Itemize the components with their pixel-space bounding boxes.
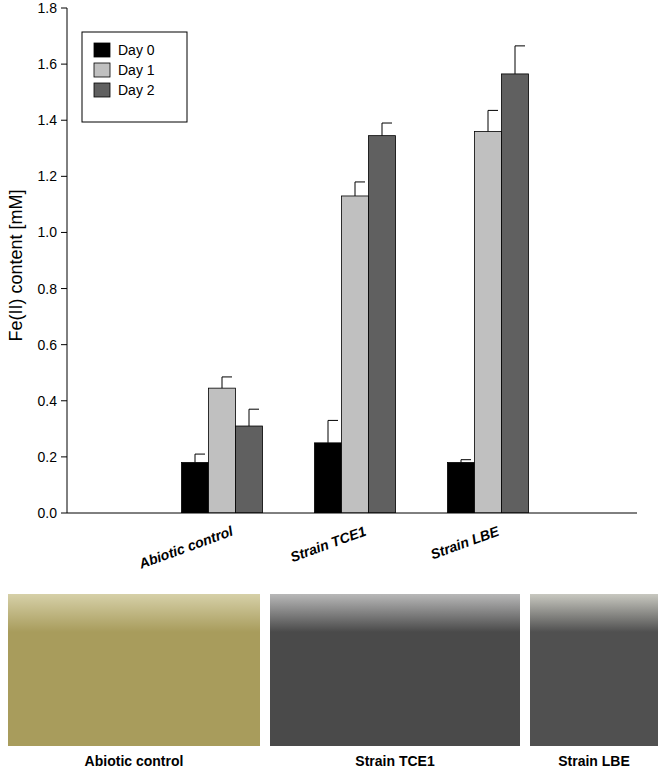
error-bar (355, 182, 365, 196)
photo (530, 594, 658, 746)
error-bar (461, 460, 471, 463)
error-bar (249, 409, 259, 426)
bar (182, 463, 209, 514)
y-tick-label: 0.6 (38, 337, 58, 353)
error-bar (488, 110, 498, 131)
legend-swatch (94, 43, 110, 57)
legend: Day 0 Day 1 Day 2 (82, 32, 187, 122)
x-axis (67, 513, 637, 514)
photo (8, 594, 260, 746)
y-tick (61, 456, 67, 457)
legend-label: Day 0 (118, 42, 155, 58)
y-tick (61, 232, 67, 233)
legend-label: Day 2 (118, 82, 155, 98)
y-tick-label: 1.6 (38, 56, 58, 72)
y-tick-label: 0.8 (38, 281, 58, 297)
legend-swatch (94, 63, 110, 77)
y-tick (61, 8, 67, 9)
y-tick-label: 1.2 (38, 168, 58, 184)
photo-label: Abiotic control (85, 753, 184, 769)
bar (475, 131, 502, 513)
error-bar (382, 123, 392, 136)
y-tick (61, 176, 67, 177)
bar (342, 196, 369, 513)
y-axis (67, 8, 68, 513)
x-tick-label: Strain LBE (428, 523, 501, 563)
y-tick (61, 400, 67, 401)
bar (369, 136, 396, 513)
bar (315, 443, 342, 513)
error-bar (222, 377, 232, 388)
figure: 0.0 0.2 0.4 0.6 0.8 1.0 1.2 1.4 1.6 1.8 Fe(II) con… (0, 0, 666, 771)
y-axis-label: Fe(II) content [mM] (6, 189, 26, 341)
y-tick (61, 64, 67, 65)
photo (270, 594, 520, 746)
x-tick-label: Strain TCE1 (288, 523, 368, 565)
y-tick-label: 1.4 (38, 112, 58, 128)
error-bars (195, 46, 525, 463)
y-tick (61, 288, 67, 289)
y-tick-label: 0.4 (38, 393, 58, 409)
legend-label: Day 1 (118, 62, 155, 78)
y-tick-label: 0.0 (38, 505, 58, 521)
y-tick-label: 0.2 (38, 449, 58, 465)
y-tick (61, 344, 67, 345)
legend-swatch (94, 83, 110, 97)
y-tick (61, 120, 67, 121)
y-tick-label: 1.0 (38, 224, 58, 240)
error-bar (515, 46, 525, 74)
bar (209, 388, 236, 513)
error-bar (195, 454, 205, 462)
bar (236, 426, 263, 513)
legend-box (82, 32, 187, 122)
bar (502, 74, 529, 513)
bar (448, 463, 475, 514)
photo-label: Strain TCE1 (355, 753, 435, 769)
error-bar (328, 420, 338, 442)
y-tick (61, 513, 67, 514)
x-tick-label: Abiotic control (136, 522, 236, 572)
bars (182, 74, 529, 513)
y-tick-label: 1.8 (38, 0, 58, 16)
photo-label: Strain LBE (558, 753, 630, 769)
